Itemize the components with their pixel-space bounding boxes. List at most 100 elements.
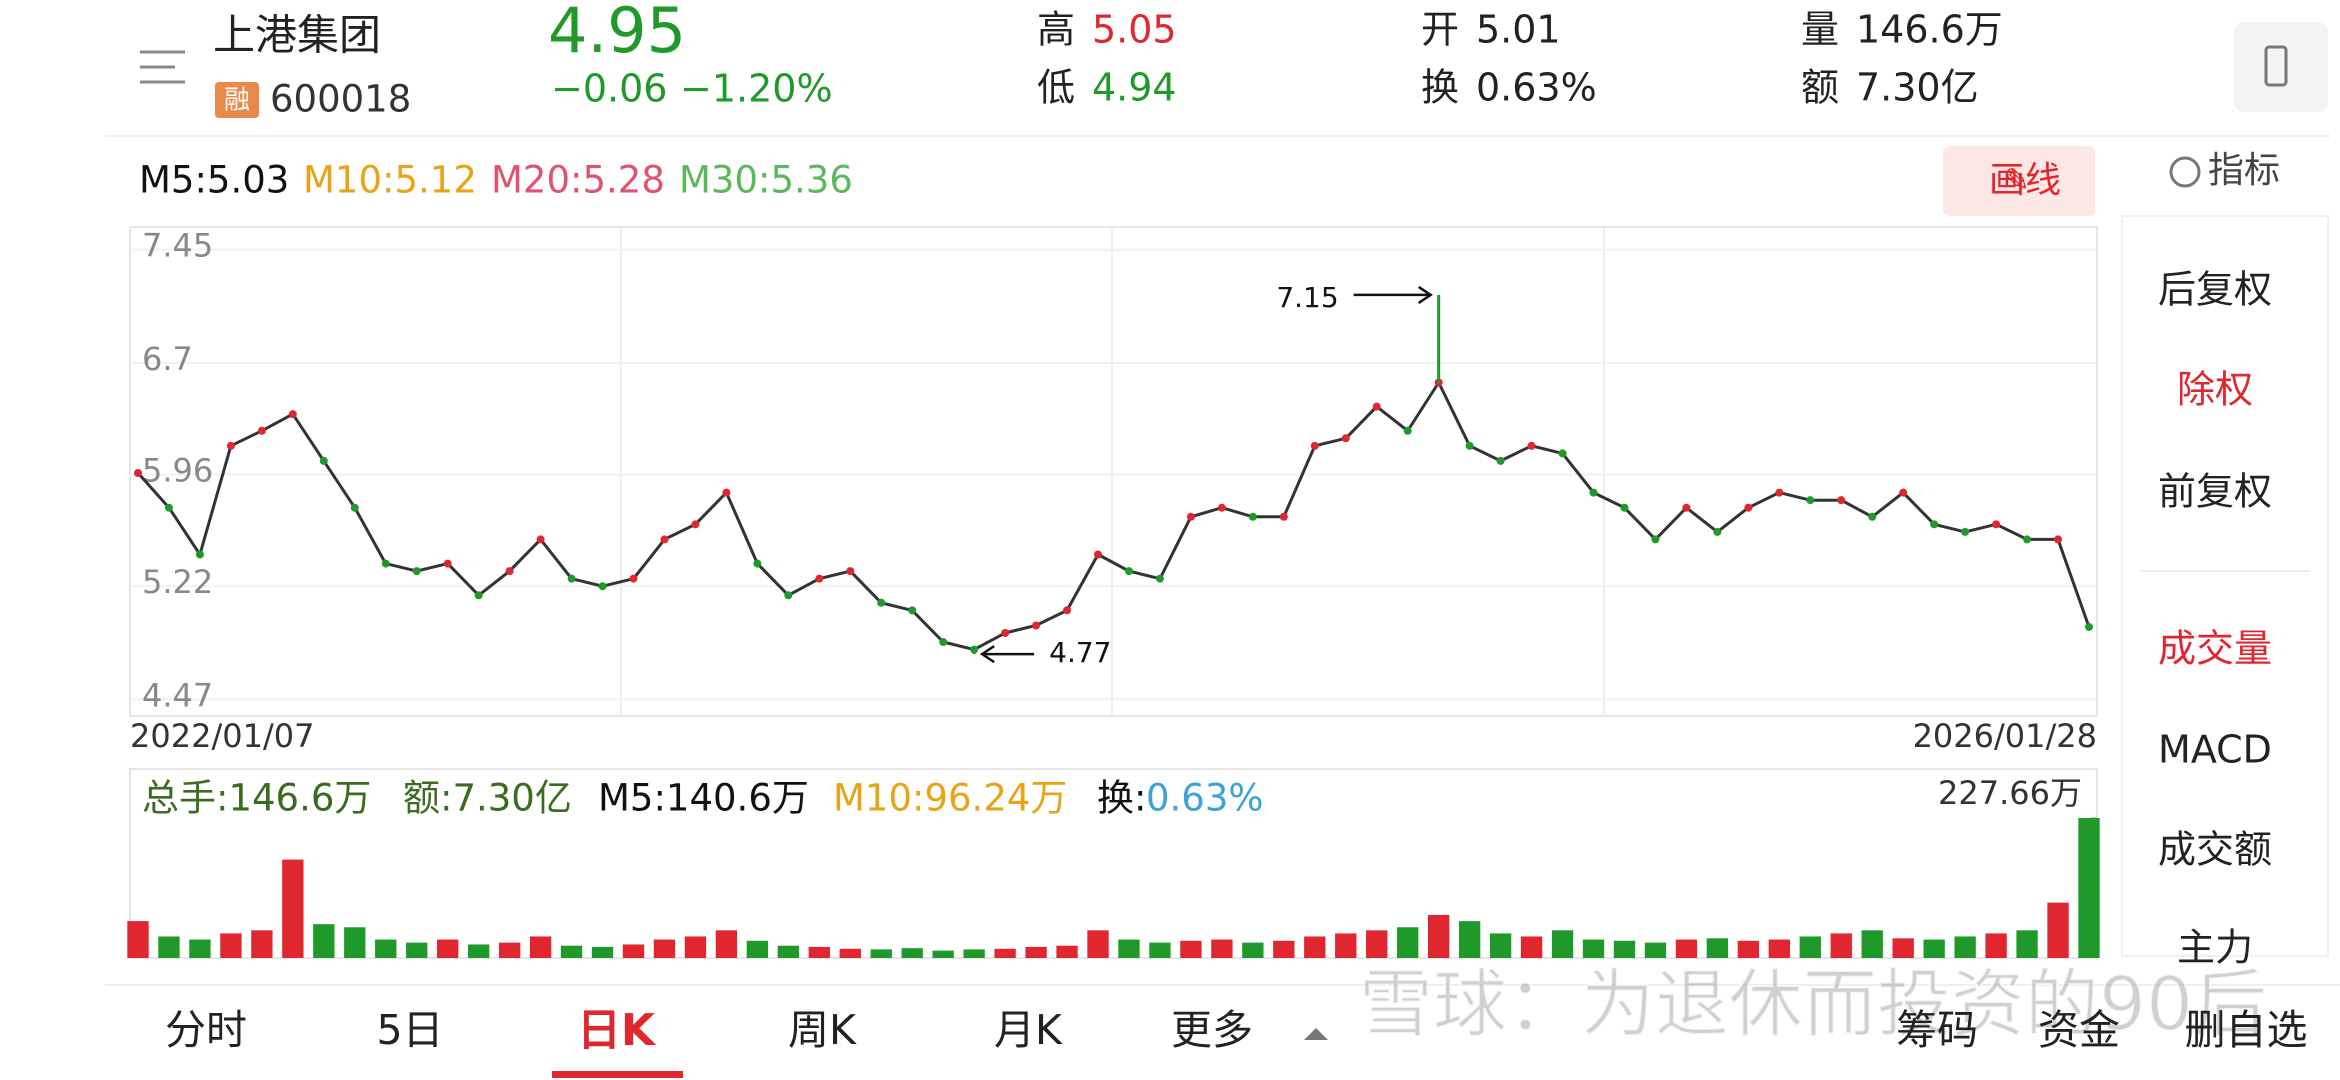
- close-point: [319, 456, 328, 465]
- menu-icon[interactable]: [140, 50, 185, 84]
- volume-bar: [901, 948, 923, 958]
- close-point: [1063, 606, 1072, 615]
- volume-bar: [1211, 939, 1233, 958]
- volume-bar: [1087, 930, 1109, 958]
- side-menu-item[interactable]: 前复权: [2158, 470, 2272, 514]
- close-point: [1620, 503, 1629, 512]
- volume-legend: M10:96.24万: [833, 777, 1067, 820]
- indicator-button[interactable]: 指标: [2208, 150, 2280, 191]
- close-point: [1001, 628, 1010, 637]
- volume-bar: [1706, 938, 1729, 958]
- volume-bar: [1335, 933, 1357, 958]
- quote-value: 146.6万: [1856, 8, 2003, 52]
- volume-bar: [839, 948, 861, 958]
- close-point: [629, 574, 638, 583]
- close-point: [1310, 441, 1319, 450]
- change: −0.06: [551, 67, 667, 111]
- y-tick-label: 5.22: [142, 563, 213, 601]
- side-menu-item[interactable]: MACD: [2158, 728, 2272, 772]
- gauge-icon: [2169, 156, 2201, 188]
- close-point: [939, 638, 948, 647]
- tab[interactable]: 月K: [994, 1006, 1063, 1054]
- volume-bar: [1118, 939, 1140, 958]
- volume-bar: [189, 939, 211, 958]
- quote-label: 低: [1037, 66, 1075, 110]
- close-point: [474, 591, 483, 600]
- tab[interactable]: 资金: [2038, 1006, 2120, 1054]
- volume-bar: [1025, 946, 1047, 958]
- close-point: [815, 574, 824, 583]
- start-date: 2022/01/07: [130, 717, 314, 755]
- volume-bar: [560, 945, 583, 958]
- close-point: [1992, 520, 2001, 529]
- close-point: [1094, 550, 1103, 559]
- ma-legend: M30:5.36: [679, 159, 853, 202]
- device-icon: [2264, 45, 2288, 87]
- draw-button-bg[interactable]: [1943, 146, 2095, 216]
- tab[interactable]: 5日: [376, 1006, 443, 1054]
- draw-button[interactable]: 画线: [1989, 160, 2061, 201]
- tab[interactable]: 周K: [788, 1006, 857, 1054]
- volume-bar: [1427, 914, 1450, 958]
- close-point: [1930, 520, 1939, 529]
- volume-bar: [2016, 930, 2038, 958]
- volume-bar: [1551, 930, 1574, 958]
- close-point: [288, 410, 297, 419]
- close-point: [1496, 456, 1505, 465]
- volume-bar: [158, 936, 180, 958]
- volume-bar: [498, 942, 521, 958]
- close-point: [598, 582, 607, 591]
- quote-label: 高: [1037, 8, 1075, 52]
- volume-bar: [1861, 930, 1883, 958]
- price: 4.95: [548, 0, 686, 67]
- volume-bar: [1489, 933, 1512, 958]
- device-button[interactable]: [2234, 22, 2328, 112]
- volume-bar: [1923, 939, 1945, 958]
- volume-bar: [1582, 939, 1605, 958]
- volume-legend: 总手:146.6万: [142, 777, 371, 820]
- close-point: [1403, 426, 1412, 435]
- close-point: [2054, 535, 2063, 544]
- tab[interactable]: 分时: [165, 1006, 247, 1054]
- close-point: [350, 503, 359, 512]
- close-point: [691, 520, 700, 529]
- close-point: [257, 426, 266, 435]
- close-point: [1124, 567, 1133, 576]
- close-point: [1527, 441, 1536, 450]
- y-tick-label: 6.7: [142, 340, 193, 378]
- close-point: [1279, 512, 1288, 521]
- stock-code: 600018: [270, 78, 411, 121]
- volume-bar: [1830, 933, 1852, 958]
- side-menu-item[interactable]: 成交额: [2158, 828, 2272, 872]
- close-point: [1465, 441, 1474, 450]
- volume-bar: [251, 930, 273, 958]
- side-menu-item[interactable]: 除权: [2177, 368, 2253, 412]
- volume-bar: [994, 948, 1016, 958]
- close-point: [195, 550, 204, 559]
- side-menu-item[interactable]: 主力: [2177, 926, 2253, 970]
- close-point: [660, 535, 669, 544]
- side-menu-item[interactable]: 成交量: [2158, 627, 2272, 671]
- chart-frame: [129, 226, 2098, 717]
- close-point: [381, 559, 390, 568]
- volume-bar: [344, 927, 366, 958]
- close-point: [567, 574, 576, 583]
- close-point: [908, 606, 917, 615]
- volume-bar: [406, 942, 428, 958]
- tab[interactable]: 更多: [1171, 1006, 1253, 1054]
- quote-value: 5.01: [1476, 8, 1561, 52]
- tab[interactable]: 日K: [577, 1005, 657, 1056]
- side-menu-item[interactable]: 后复权: [2158, 268, 2272, 312]
- tab[interactable]: 删自选: [2185, 1006, 2308, 1054]
- quote-label: 开: [1421, 8, 1459, 52]
- close-point: [784, 591, 793, 600]
- high-label: 7.15: [1276, 281, 1338, 314]
- close-point: [1713, 527, 1722, 536]
- close-point: [1589, 488, 1598, 497]
- volume-tick-label: 227.66万: [1938, 774, 2082, 812]
- close-point: [1341, 434, 1350, 443]
- tab[interactable]: 筹码: [1896, 1006, 1978, 1054]
- quote-label: 额: [1801, 66, 1839, 110]
- close-line: [136, 381, 2091, 652]
- volume-bar: [1366, 930, 1388, 958]
